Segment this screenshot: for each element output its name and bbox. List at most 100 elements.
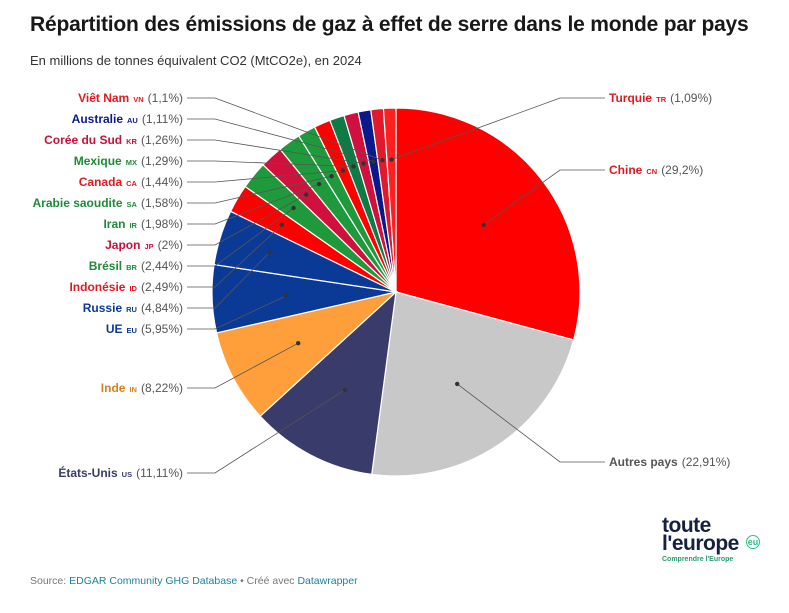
slice-value-canada: (1,44%)	[141, 175, 183, 189]
slice-value-viet-nam: (1,1%)	[148, 91, 183, 105]
slice-code-russie: RU	[126, 305, 137, 314]
slice-value-australie: (1,11%)	[142, 112, 183, 126]
footer: Source: EDGAR Community GHG Database • C…	[30, 575, 358, 587]
leader-line-bresil	[187, 207, 294, 267]
slice-value-inde: (8,22%)	[141, 381, 183, 395]
slice-name-canada: Canada	[79, 175, 123, 189]
slice-name-etats-unis: États-Unis	[58, 465, 118, 480]
leader-dot-australie	[371, 159, 376, 164]
slice-name-coree-du-sud: Corée du Sud	[44, 133, 122, 147]
slice-name-iran: Iran	[103, 217, 125, 231]
slice-label-inde: Inde IN (8,22%)	[101, 381, 183, 395]
slice-label-etats-unis: États-Unis US (11,11%)	[58, 465, 183, 480]
leader-line-indonesie	[187, 224, 283, 288]
slice-value-japon: (2%)	[158, 238, 183, 252]
source-link[interactable]: EDGAR Community GHG Database	[69, 575, 238, 587]
leader-line-coree-du-sud	[187, 139, 364, 164]
slice-label-mexique: Mexique MX (1,29%)	[74, 154, 183, 168]
leader-line-australie	[187, 118, 374, 162]
pie-slice-autres-pays[interactable]	[371, 291, 575, 477]
slice-code-iran: IR	[129, 221, 137, 230]
slice-label-canada: Canada CA (1,44%)	[79, 175, 183, 189]
leader-dot-mexique	[351, 164, 356, 169]
pie-slice-etats-unis[interactable]	[259, 290, 397, 476]
leader-dot-viet-nam	[380, 158, 385, 163]
pie-slices	[211, 107, 581, 477]
leader-dot-coree-du-sud	[361, 161, 366, 166]
slice-value-turquie: (1,09%)	[670, 91, 712, 105]
logo-line1: toute	[662, 514, 711, 537]
leader-line-arabie-saoudite	[187, 175, 332, 204]
slice-code-canada: CA	[126, 179, 137, 188]
slice-name-japon: Japon	[105, 238, 140, 252]
leader-line-turquie	[391, 97, 605, 160]
slice-name-turquie: Turquie	[609, 91, 652, 105]
slice-name-autres-pays: Autres pays	[609, 455, 678, 469]
toute-leurope-logo[interactable]: toute l'europe eu Comprendre l'Europe	[662, 514, 762, 567]
slice-value-autres-pays: (22,91%)	[682, 455, 731, 469]
logo-tagline: Comprendre l'Europe	[662, 556, 734, 563]
slice-label-australie: Australie AU (1,11%)	[72, 112, 183, 126]
leader-dot-bresil	[291, 205, 296, 211]
leader-lines	[187, 97, 605, 474]
leader-dot-inde	[296, 341, 301, 346]
slice-code-indonesie: ID	[129, 284, 137, 293]
leader-line-iran	[187, 183, 320, 225]
leader-line-russie	[187, 252, 270, 309]
slice-label-autres-pays: Autres pays (22,91%)	[609, 455, 730, 469]
pie-slice-chine[interactable]	[395, 107, 581, 341]
slice-label-russie: Russie RU (4,84%)	[83, 301, 183, 315]
slice-code-turquie: TR	[656, 95, 667, 104]
slice-value-iran: (1,98%)	[141, 217, 183, 231]
slice-code-viet-nam: VN	[133, 95, 143, 104]
slice-value-ue: (5,95%)	[141, 322, 183, 336]
slice-code-arabie-saoudite: SA	[127, 200, 138, 209]
slice-value-indonesie: (2,49%)	[141, 280, 183, 294]
leader-dot-etats-unis	[342, 387, 348, 393]
leader-dot-iran	[316, 181, 322, 187]
slice-label-arabie-saoudite: Arabie saoudite SA (1,58%)	[33, 196, 183, 210]
slice-name-inde: Inde	[101, 381, 126, 395]
leader-dot-autres-pays	[455, 381, 460, 387]
leader-line-etats-unis	[187, 389, 346, 474]
slice-name-russie: Russie	[83, 301, 123, 315]
leader-line-autres-pays	[456, 383, 605, 463]
leader-dot-russie	[267, 250, 272, 255]
leader-line-ue	[187, 295, 286, 330]
slice-code-japon: JP	[144, 242, 153, 251]
leader-line-inde	[187, 342, 299, 389]
slice-label-coree-du-sud: Corée du Sud KR (1,26%)	[44, 133, 183, 147]
slice-value-coree-du-sud: (1,26%)	[141, 133, 183, 147]
slice-label-japon: Japon JP (2%)	[105, 238, 183, 252]
slice-name-australie: Australie	[72, 112, 124, 126]
slice-value-chine: (29,2%)	[661, 163, 703, 177]
slice-labels: Chine CN (29,2%) Autres pays (22,91%) États-U…	[33, 91, 731, 480]
slice-label-indonesie: Indonésie ID (2,49%)	[69, 280, 183, 294]
slice-value-arabie-saoudite: (1,58%)	[141, 196, 183, 210]
datawrapper-link[interactable]: Datawrapper	[297, 575, 358, 587]
chart-subtitle: En millions de tonnes équivalent CO2 (Mt…	[30, 53, 362, 68]
leader-line-chine	[483, 169, 605, 226]
slice-value-etats-unis: (11,11%)	[136, 466, 183, 480]
slice-code-etats-unis: US	[122, 470, 132, 479]
slice-value-mexique: (1,29%)	[141, 154, 183, 168]
leader-line-japon	[187, 194, 307, 246]
slice-code-mexique: MX	[126, 158, 137, 167]
leader-dot-chine	[481, 222, 486, 228]
footer-separator: • Créé avec	[237, 575, 298, 587]
slice-value-bresil: (2,44%)	[141, 259, 183, 273]
leader-dot-japon	[304, 192, 309, 197]
pie-slice-turquie[interactable]	[382, 107, 397, 293]
source-label: Source:	[30, 575, 70, 587]
logo-eu-badge: eu	[746, 535, 760, 549]
chart-title: Répartition des émissions de gaz à effet…	[30, 13, 749, 36]
slice-label-iran: Iran IR (1,98%)	[103, 217, 183, 231]
logo-line2: l'europe	[662, 532, 739, 555]
leader-dot-canada	[340, 168, 346, 173]
slice-label-chine: Chine CN (29,2%)	[609, 163, 703, 177]
slice-name-mexique: Mexique	[74, 154, 122, 168]
slice-code-bresil: BR	[126, 263, 137, 272]
leader-dot-indonesie	[279, 222, 284, 227]
slice-name-ue: UE	[106, 322, 123, 336]
